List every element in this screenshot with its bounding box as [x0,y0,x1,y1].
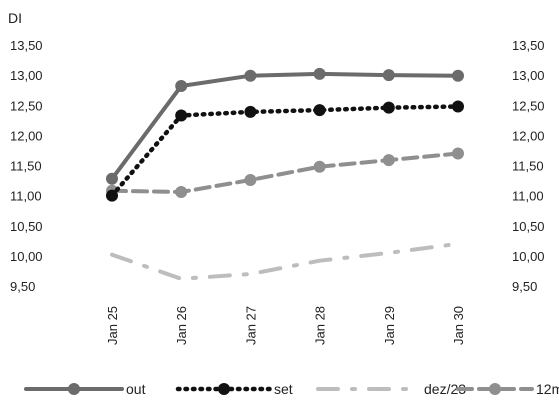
legend-item: out [24,381,146,397]
series-line-set [109,104,461,198]
y-tick-label: 12,50 [10,98,43,113]
legend-item: 12m [456,381,559,397]
legend: out set dez/23 12m [24,381,559,397]
y-tick-label: 10,00 [10,249,43,264]
y-tick-label: 9,50 [10,279,35,294]
legend-label: set [274,381,293,397]
y2-tick-label: 12,50 [512,98,545,113]
y-tick-label: 10,50 [10,219,43,234]
y-tick-label: 11,50 [10,159,42,174]
y-axis-title: DI [8,10,22,26]
legend-marker [218,383,230,395]
y2-tick-label: 13,00 [512,68,545,83]
legend-item: set [175,381,293,397]
y2-tick-label: 11,00 [512,189,544,204]
series-line-out [110,71,460,181]
series-point [106,172,118,185]
legend-marker [68,383,80,395]
series-point [175,79,188,92]
series-line-12m [110,151,460,194]
series-point [175,109,188,122]
legend-item: dez/23 [316,381,466,397]
x-tick-label: Jan 28 [313,306,328,345]
y-tick-label: 12,00 [10,128,43,143]
series-line-dez-23 [110,241,460,281]
series-point [382,154,395,167]
series-point [382,69,395,82]
series-point [106,189,118,202]
x-tick-label: Jan 25 [105,306,120,345]
x-tick-label: Jan 26 [174,306,189,345]
legend-label: 12m [536,381,559,397]
y2-tick-label: 12,00 [512,128,545,143]
y2-tick-label: 9,50 [512,279,537,294]
y2-tick-label: 11,50 [512,159,544,174]
y-axis-left: 13,50 13,00 12,50 12,00 11,50 11,00 10,50 10,00… [10,38,43,294]
series-point [244,69,257,82]
series-point [452,69,464,82]
y-tick-label: 13,50 [10,38,43,53]
series-point [452,100,464,113]
y-axis-right: 13,50 13,00 12,50 12,00 11,50 11,00 10,50 10,00… [512,38,545,294]
x-axis: Jan 25 Jan 26 Jan 27 Jan 28 Jan 29 Jan 30 [105,306,466,345]
x-tick-label: Jan 29 [382,306,397,345]
legend-label: out [126,381,146,397]
legend-label: dez/23 [424,381,466,397]
x-tick-label: Jan 30 [451,306,466,345]
series-group [106,67,464,281]
series-point [382,101,395,114]
series-point [175,186,188,199]
y-tick-label: 11,00 [10,189,42,204]
y2-tick-label: 10,00 [512,249,545,264]
series-point [313,67,326,80]
y2-tick-label: 10,50 [512,219,545,234]
legend-marker [489,383,501,395]
y-tick-label: 13,00 [10,68,43,83]
series-point [244,105,257,118]
series-point [313,160,326,173]
x-tick-label: Jan 27 [243,306,258,345]
series-point [452,147,464,160]
y2-tick-label: 13,50 [512,38,545,53]
series-point [313,104,326,117]
series-point [244,173,257,186]
